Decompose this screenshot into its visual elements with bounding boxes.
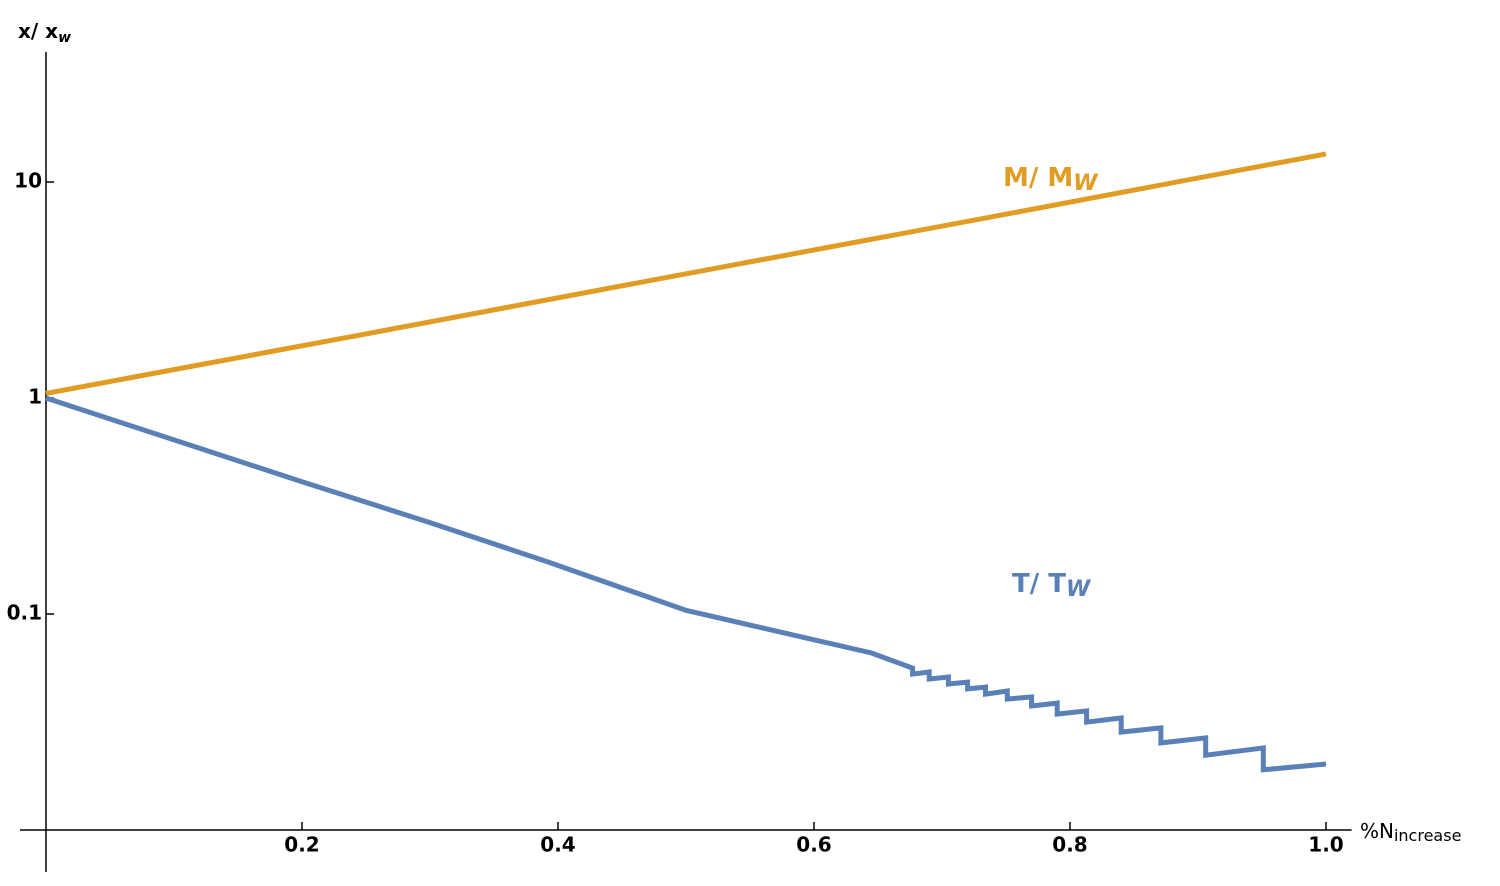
series-label-name: T/ T: [1012, 569, 1066, 599]
series-label: T/ TW: [1012, 569, 1092, 603]
x-tick-label: 0.4: [540, 833, 575, 857]
x-tick-label: 1.0: [1308, 833, 1343, 857]
series-line: [45, 151, 1327, 396]
x-axis-label: %Nincrease: [1360, 819, 1461, 845]
y-axis-label: x/ xw: [18, 19, 71, 47]
series-label-sub: W: [1073, 171, 1099, 196]
series-line: [45, 395, 1327, 773]
y-tick-label: 0.1: [7, 601, 42, 625]
x-tick-label: 0.6: [796, 833, 831, 857]
series-label-name: M/ M: [1003, 163, 1073, 193]
y-tick-label: 10: [14, 169, 42, 193]
series-label-sub: W: [1066, 577, 1092, 602]
x-tick-label: 0.8: [1052, 833, 1087, 857]
series-label: M/ MW: [1003, 163, 1099, 197]
x-tick-label: 0.2: [284, 833, 319, 857]
y-tick-label: 1: [28, 385, 42, 409]
